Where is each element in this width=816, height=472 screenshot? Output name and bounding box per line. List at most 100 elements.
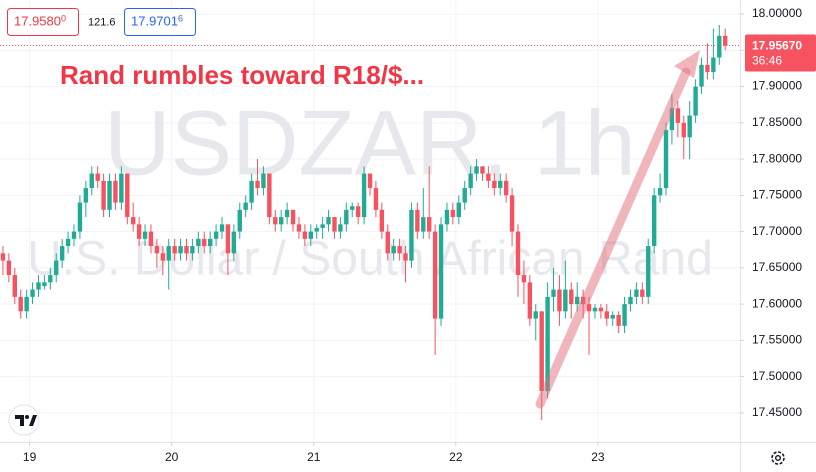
candle-body [225,224,231,254]
candle-body [604,311,609,319]
candle-body [71,231,77,239]
candle-body [338,224,343,232]
candle-body [65,238,71,247]
candle-body [432,231,438,319]
candle-body [616,314,621,326]
arrow-shaft [535,67,691,409]
settings[interactable] [771,451,785,465]
candle-body [154,246,160,254]
candle-body [409,209,414,261]
candle-body [207,238,213,247]
candle-body [48,275,53,283]
candle-body [699,64,704,87]
bid[interactable]: 17.95800 [14,14,66,29]
x-tick-label: 19 [23,450,37,464]
candle-body [397,246,402,254]
candle-body [190,246,195,254]
candle-body [385,231,390,254]
candle-body [450,209,456,218]
candle-body [213,231,219,239]
candle-body [243,202,248,210]
candle-body [196,238,201,247]
candle-body [202,238,207,247]
candle-body [332,217,337,232]
candle-body [693,86,698,116]
candle-body [563,289,568,312]
candle-body [36,282,41,290]
logo-dot[interactable] [25,415,29,419]
bid-box[interactable] [7,8,79,36]
candle-body [6,260,12,276]
candle-body [427,217,432,232]
candle-body [314,227,319,232]
candle-body [711,57,716,73]
y-tick-label: 17.75000 [752,188,802,202]
annotation: Rand rumbles toward R18/$... [60,60,424,90]
logo-slash[interactable] [29,415,37,426]
candle-body [113,180,118,203]
candle-body [83,188,89,203]
candle-body [284,209,290,218]
candle-body [657,188,663,196]
candle-body [290,209,296,225]
candle-body [474,166,479,174]
last-price-tag [745,34,816,72]
candle-body [231,231,237,254]
y-tick-label: 17.85000 [752,115,802,129]
candle-body [18,296,23,312]
candle-body [119,173,124,203]
y-tick-label: 17.90000 [752,79,802,93]
logo-mark[interactable] [15,415,24,426]
candle-body [166,246,171,261]
candle-body [107,180,112,210]
ask-box[interactable] [124,8,196,36]
candle-body [261,173,266,189]
logo[interactable] [8,404,40,436]
candle-body [101,180,106,210]
y-tick-label: 17.65000 [752,260,802,274]
candle-body [178,246,183,254]
candle-body [403,253,408,261]
candle-body [646,246,651,297]
ask-pip[interactable]: 6 [178,14,183,24]
candle-body [675,108,681,123]
gear-inner[interactable] [775,455,781,461]
candle-body [355,206,361,218]
candle-body [237,209,242,232]
candle-body [634,289,639,297]
candle-body [0,253,6,261]
candle-body [723,35,728,46]
candle-body [391,246,396,254]
candle-body [184,246,189,254]
candle-body [136,224,142,239]
ask[interactable]: 17.97016 [131,14,183,29]
candle-body [628,296,633,305]
candle-body [498,180,503,189]
candle-body [59,246,65,261]
bid-pip[interactable]: 0 [61,14,66,24]
candle-body [551,289,556,297]
candle-body [24,296,29,312]
y-tick-label: 18.00000 [752,6,802,20]
candle-body [219,224,225,232]
candle-body [521,275,527,283]
candle-body [373,188,379,210]
x-tick-label: 23 [591,450,605,464]
candle-body [592,307,598,312]
gear-outer[interactable] [771,451,785,465]
candle-body [687,115,692,138]
candle-body [350,206,355,210]
candle-body [545,296,550,392]
candle-body [415,209,420,232]
candle-body [267,173,272,218]
candle-body [651,195,657,247]
bid-main[interactable]: 17.9580 [14,14,61,29]
y-tick-label: 17.70000 [752,224,802,238]
ask-main[interactable]: 17.9701 [131,14,178,29]
candle-body [539,311,544,392]
candle-body [296,224,302,232]
candle-body [669,108,675,131]
